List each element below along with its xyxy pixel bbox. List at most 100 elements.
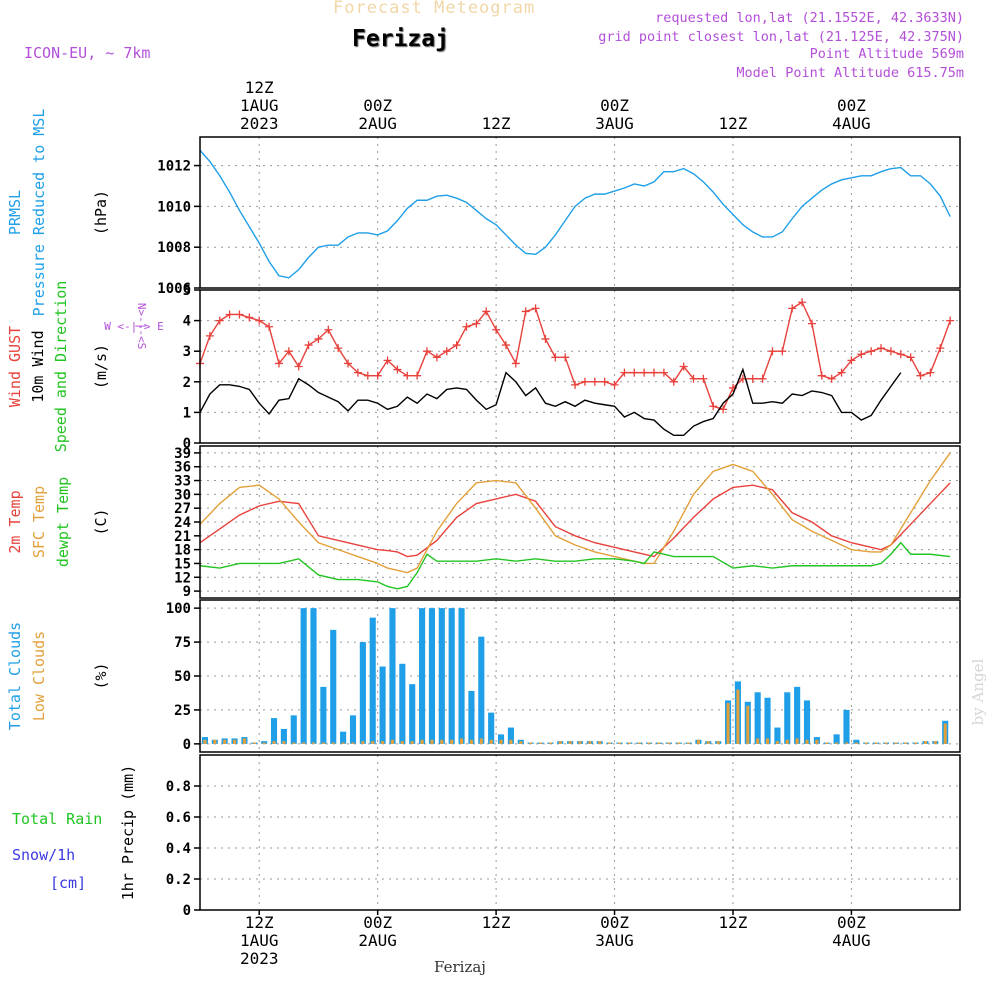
low-cloud-bar — [420, 739, 424, 744]
low-cloud-bar — [914, 742, 918, 744]
xtick-label-top: 00Z — [837, 96, 866, 115]
total-cloud-bar — [369, 617, 376, 744]
low-cloud-bar — [667, 742, 671, 744]
gust-marker — [600, 377, 609, 386]
gust-marker — [936, 344, 945, 353]
ytick-label: 15 — [174, 556, 191, 572]
low-cloud-bar — [775, 741, 779, 744]
low-cloud-bar — [262, 742, 266, 744]
low-cloud-bar — [943, 723, 947, 744]
low-cloud-bar — [311, 742, 316, 744]
gust-marker — [501, 341, 510, 350]
total-cloud-bar — [448, 608, 455, 744]
total-cloud-bar — [409, 684, 416, 744]
low-cloud-bar — [242, 738, 246, 744]
total-cloud-bar — [803, 700, 811, 744]
compass-ns: N>-|-<S — [135, 303, 148, 349]
gust-marker — [768, 347, 777, 356]
low-cloud-bar — [746, 705, 750, 744]
xtick-label-top: 2023 — [240, 114, 279, 133]
ytick-label: 0 — [183, 903, 191, 919]
low-cloud-bar — [440, 739, 444, 744]
total-cloud-bar — [794, 686, 801, 744]
ytick-label: 3 — [183, 344, 191, 360]
panel-pressure: 1006 1008 1010 1012 PRMSL Pressure Reduced to… — [6, 109, 961, 316]
gust-marker — [363, 371, 372, 380]
ytick-label: 100 — [166, 601, 191, 617]
gust-marker — [245, 313, 254, 322]
requested-coords: requested lon,lat (21.1552E, 42.3633N) — [655, 10, 964, 26]
total-cloud-bar — [428, 608, 436, 744]
ylabel: (m/s) — [92, 344, 110, 389]
gust-marker — [877, 344, 886, 353]
total-cloud-bar — [468, 690, 475, 744]
series-line — [199, 541, 951, 590]
total-cloud-bar — [359, 642, 366, 744]
low-cloud-bar — [617, 742, 622, 744]
xtick-label-top: 1AUG — [240, 96, 279, 115]
ylabel: SFC Temp — [30, 486, 48, 558]
point-altitude: Point Altitude 569m — [809, 46, 964, 62]
side-label: [cm] — [50, 874, 86, 892]
ylabel: (%) — [92, 662, 110, 689]
low-cloud-bar — [736, 689, 740, 744]
panel-precip: 0 0.2 0.4 0.6 0.8 1hr Precip (mm) Total Rain Sn… — [12, 754, 961, 919]
total-cloud-bar — [833, 734, 840, 744]
xtick-label-top: 12Z — [245, 78, 274, 97]
low-cloud-bar — [203, 739, 207, 744]
low-cloud-bar — [341, 742, 345, 744]
low-cloud-bar — [469, 739, 473, 744]
gust-marker — [640, 368, 649, 377]
gust-marker — [265, 322, 274, 331]
low-cloud-bar — [381, 741, 385, 744]
low-cloud-bar — [795, 738, 799, 744]
total-cloud-bar — [488, 712, 495, 744]
ytick-label: 0.8 — [166, 779, 191, 795]
xtick-label-bottom: 00Z — [600, 913, 629, 932]
total-cloud-bar — [379, 666, 386, 744]
total-cloud-bar — [497, 734, 505, 744]
total-cloud-bar — [399, 663, 406, 744]
ytick-label: 0 — [183, 737, 191, 753]
gust-marker — [403, 371, 412, 380]
series-line — [199, 149, 951, 279]
low-cloud-bar — [647, 742, 651, 744]
total-cloud-bar — [507, 727, 514, 744]
ytick-label: 25 — [174, 703, 191, 719]
gust-marker — [314, 334, 323, 343]
gust-marker — [659, 368, 668, 377]
low-cloud-bar — [233, 739, 237, 744]
low-cloud-bar — [706, 741, 710, 744]
low-cloud-bar — [933, 741, 937, 744]
gust-marker — [324, 325, 333, 334]
gust-marker — [393, 365, 402, 374]
low-cloud-bar — [361, 741, 365, 744]
total-cloud-bar — [458, 608, 465, 744]
low-cloud-bar — [588, 741, 592, 744]
ylabel: Low Clouds — [30, 631, 48, 721]
low-cloud-bar — [578, 741, 582, 744]
ytick-label: 1012 — [157, 159, 191, 175]
gust-marker — [561, 353, 570, 362]
gust-marker — [492, 325, 501, 334]
gust-marker — [344, 359, 353, 368]
gust-marker — [551, 353, 560, 362]
gust-marker — [788, 304, 797, 313]
xtick-label-bottom: 1AUG — [240, 931, 279, 950]
low-cloud-bar — [835, 742, 839, 744]
gust-marker — [807, 319, 816, 328]
gust-marker — [353, 368, 362, 377]
low-cloud-bar — [282, 741, 286, 744]
low-cloud-bar — [844, 742, 849, 744]
low-cloud-bar — [351, 742, 355, 744]
xtick-label-top: 00Z — [600, 96, 629, 115]
gust-marker — [531, 304, 540, 313]
low-cloud-bar — [637, 742, 641, 744]
gust-marker — [758, 374, 767, 383]
gust-marker — [827, 374, 836, 383]
ytick-label: 24 — [174, 515, 191, 531]
model-label: ICON-EU, ~ 7km — [24, 44, 151, 62]
low-cloud-bar — [815, 739, 819, 744]
panel-wind: 0 1 2 3 4 5 Wind GUST 10m Wind Speed and Directi… — [6, 281, 961, 452]
gust-marker — [699, 374, 708, 383]
